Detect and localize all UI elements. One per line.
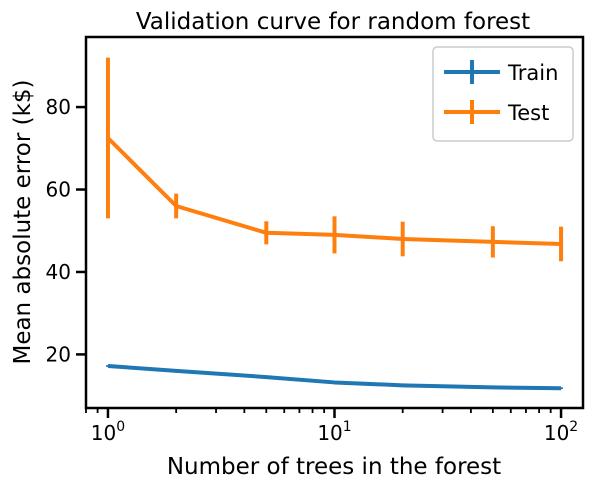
chart-title: Validation curve for random forest: [136, 9, 530, 35]
legend: Train Test: [432, 46, 574, 142]
x-tick-label: 100: [91, 419, 125, 445]
x-tick-label: 101: [317, 419, 351, 445]
y-tick-label: 60: [46, 178, 71, 202]
y-tick-label: 40: [46, 260, 71, 284]
y-tick-label: 80: [46, 95, 71, 119]
legend-label-train: Train: [507, 61, 558, 85]
legend-label-test: Test: [507, 101, 549, 125]
x-tick-label: 102: [544, 419, 578, 445]
axes: 20 40 60 80 100 101 102: [46, 95, 579, 445]
y-axis-label: Mean absolute error (k$): [10, 79, 36, 364]
y-tick-label: 20: [46, 342, 71, 366]
x-axis-label: Number of trees in the forest: [167, 454, 501, 480]
plot-area: [105, 57, 564, 391]
